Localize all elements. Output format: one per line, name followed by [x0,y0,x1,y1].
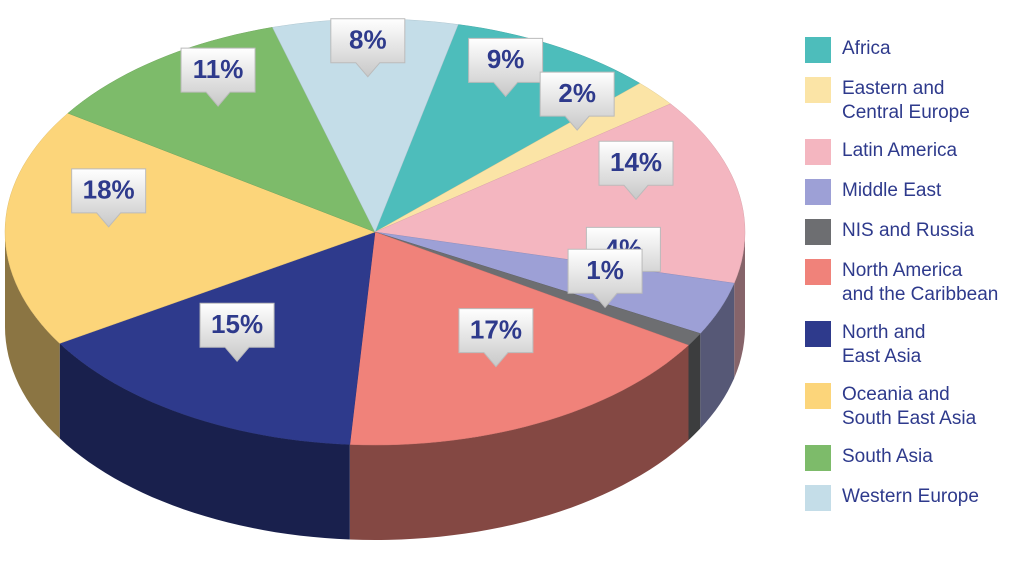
value-label: 18% [83,175,135,205]
slice-side [688,333,701,441]
legend-label: Africa [842,38,891,59]
legend-item: North America and the Caribbean [805,259,1020,307]
legend-label: North America and the Caribbean [842,260,999,305]
value-callout: 2% [539,71,615,131]
slice [374,231,735,334]
legend-swatch [805,139,831,165]
slice-side [700,283,735,429]
callout-shape [71,168,147,228]
legend-label: Latin America [842,140,958,161]
value-callout: 15% [199,302,275,362]
legend-swatch [805,485,831,511]
legend-item: Latin America [805,139,1020,165]
value-label: 8% [349,25,387,55]
value-label: 11% [193,54,244,84]
chart: 9%2%14%4%1%17%15%18%11%8% [4,18,746,540]
legend-label: South Asia [842,446,933,467]
value-callout: 18% [71,168,147,228]
legend-item: Middle East [805,179,1020,205]
value-callout: 14% [598,140,674,201]
value-callout: 9% [468,37,544,98]
value-label: 1% [586,255,624,285]
legend-label: Middle East [842,180,942,201]
slice-side [734,232,745,379]
legend-swatch [805,321,831,347]
callout-shape [468,37,544,98]
value-callout: 1% [567,248,643,309]
callout-shape [330,18,406,78]
legend-item: Eastern and Central Europe [805,77,1020,125]
value-callout: 17% [458,308,534,368]
callout-shape [567,248,643,309]
value-label: 15% [211,309,263,339]
value-label: 14% [610,147,662,177]
callout-shape [180,47,256,107]
slice-side [59,343,350,540]
callout-shape [458,308,534,368]
slice-side [349,345,689,540]
legend-label: Eastern and Central Europe [842,78,970,123]
legend-swatch [805,445,831,471]
legend-label: Western Europe [842,486,979,507]
legend-item: Western Europe [805,485,1020,511]
legend-label: Oceania and South East Asia [842,384,977,429]
legend-item: Africa [805,37,1020,63]
slice [67,27,376,233]
value-label: 9% [487,44,525,74]
legend-item: South Asia [805,445,1020,471]
legend-swatch [805,77,831,103]
callout-shape [199,302,275,362]
legend-item: Oceania and South East Asia [805,383,1020,431]
legend-label: NIS and Russia [842,220,975,241]
legend-swatch [805,37,831,63]
value-callout: 8% [330,18,406,78]
legend-swatch [805,179,831,205]
legend: Africa Eastern and Central Europe Latin Am… [805,37,1020,525]
legend-swatch [805,219,831,245]
legend-swatch [805,259,831,285]
legend-item: North and East Asia [805,321,1020,369]
callout-shape [539,71,615,131]
legend-swatch [805,383,831,409]
value-label: 17% [470,315,522,345]
legend-item: NIS and Russia [805,219,1020,245]
value-callout: 11% [180,47,256,107]
slice-side [5,232,60,439]
callout-shape [598,140,674,201]
value-label: 2% [558,78,596,108]
legend-label: North and East Asia [842,322,926,367]
